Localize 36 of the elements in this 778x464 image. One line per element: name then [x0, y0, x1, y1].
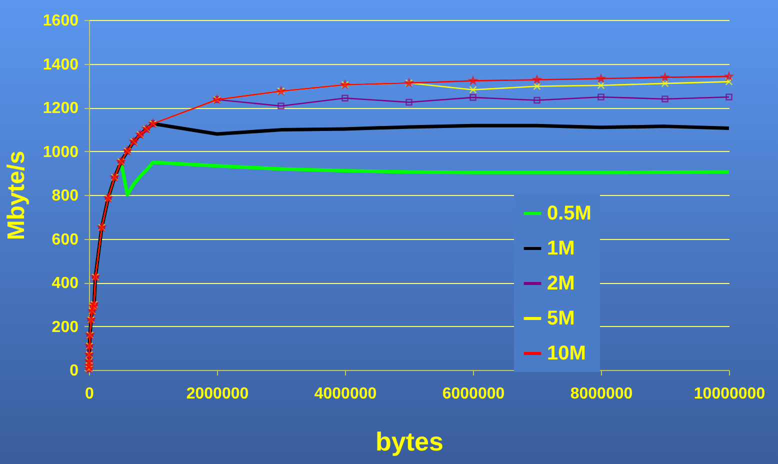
y-tick-label: 0 [70, 362, 79, 380]
y-tick-label: 1000 [42, 144, 79, 161]
legend-label: 1M [547, 238, 575, 260]
point [726, 94, 732, 100]
point [469, 86, 477, 94]
legend-label: 10M [547, 342, 586, 364]
point [662, 96, 668, 102]
legend-label: 2M [547, 272, 575, 294]
x-tick-label: 0 [85, 386, 94, 402]
point [342, 94, 348, 102]
x-axis-title: bytes [376, 426, 444, 456]
point [661, 80, 669, 88]
y-tick-label: 1200 [42, 100, 79, 117]
y-tick-label: 400 [52, 275, 79, 292]
y-tick-label: 200 [52, 318, 79, 336]
point [596, 74, 606, 82]
y-tick-label: 1600 [42, 12, 79, 30]
y-tick-label: 600 [52, 231, 79, 248]
point [278, 102, 284, 110]
point [534, 96, 540, 104]
point [533, 82, 541, 90]
point [598, 94, 604, 100]
point [406, 98, 412, 106]
y-tick-label: 800 [52, 188, 79, 204]
x-tick-label: 10000000 [694, 386, 766, 402]
x-tick-label: 2000000 [186, 386, 249, 402]
x-tick-label: 8000000 [570, 386, 633, 402]
legend-label: 0.5M [547, 202, 592, 224]
y-tick-label: 1400 [42, 56, 79, 74]
point [725, 78, 733, 86]
legend-label: 5M [547, 308, 575, 330]
point [597, 82, 605, 90]
point [470, 94, 476, 101]
x-tick-label: 6000000 [442, 386, 505, 402]
x-tick-label: 4000000 [314, 386, 377, 402]
y-axis-title: Mbyte/s [2, 150, 30, 240]
